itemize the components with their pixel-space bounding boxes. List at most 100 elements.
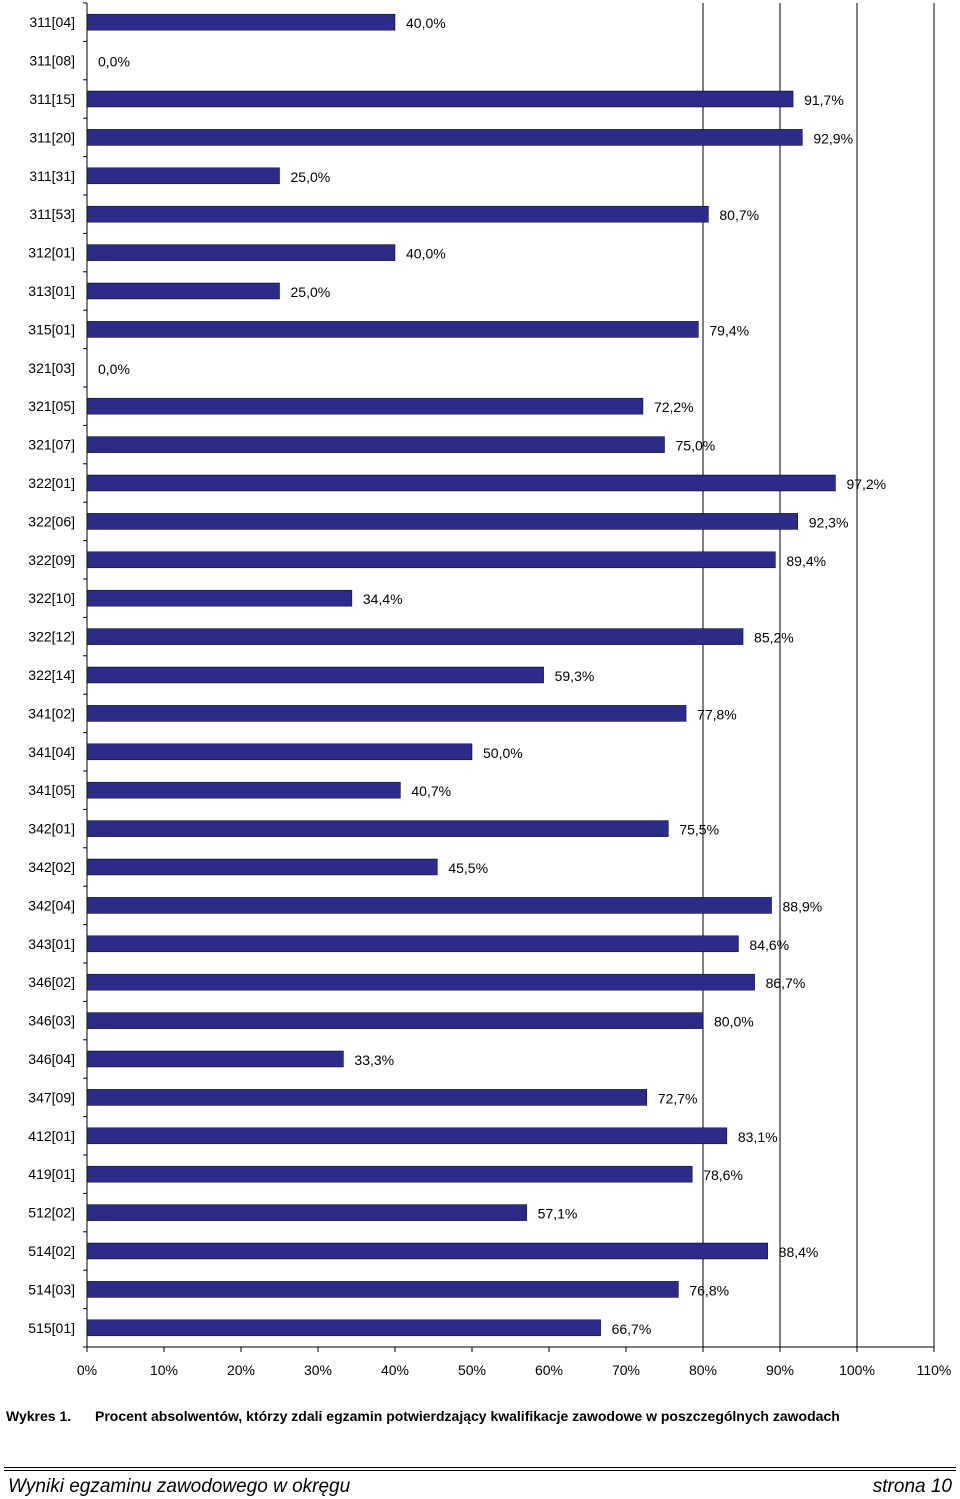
bar (86, 1165, 693, 1183)
x-tick-label: 20% (227, 1362, 255, 1378)
bar (86, 513, 798, 530)
category-label: 515[01] (28, 1320, 75, 1336)
value-label: 66,7% (612, 1321, 652, 1337)
bar (86, 205, 709, 223)
category-label: 346[02] (28, 974, 75, 990)
value-label: 85,2% (754, 630, 794, 646)
bar (86, 1242, 768, 1260)
value-label: 97,2% (846, 476, 886, 492)
category-label: 311[53] (29, 206, 75, 222)
bar (86, 1012, 704, 1029)
bar (86, 589, 353, 607)
value-label: 84,6% (749, 937, 789, 953)
bar (86, 1281, 679, 1298)
category-label: 412[01] (28, 1128, 75, 1144)
value-label: 50,0% (483, 745, 523, 761)
page-footer: Wyniki egzaminu zawodowego w okręgu stro… (8, 1476, 952, 1498)
category-label: 341[04] (28, 744, 75, 760)
bar (86, 1319, 601, 1337)
bar (86, 397, 644, 415)
category-label: 311[31] (29, 168, 75, 184)
value-label: 89,4% (786, 553, 826, 569)
value-label: 83,1% (738, 1129, 778, 1145)
caption-text: Procent absolwentów, którzy zdali egzami… (95, 1408, 840, 1424)
bar (86, 1050, 344, 1068)
footer-divider-double (4, 1470, 956, 1471)
bar (86, 935, 739, 953)
x-tick-label: 110% (917, 1362, 952, 1378)
value-label: 33,3% (354, 1052, 394, 1068)
category-label: 419[01] (28, 1166, 75, 1182)
category-label: 313[01] (28, 283, 75, 299)
x-tick-label: 50% (458, 1362, 486, 1378)
category-label: 322[01] (28, 475, 75, 491)
bar (86, 167, 280, 185)
category-label: 341[05] (28, 782, 75, 798)
value-label: 72,7% (658, 1090, 698, 1106)
category-label: 346[04] (28, 1051, 75, 1067)
x-tick-label: 60% (535, 1362, 563, 1378)
bar (86, 90, 794, 108)
value-label: 79,4% (709, 322, 749, 338)
value-label: 40,0% (406, 15, 446, 31)
category-label: 514[03] (28, 1281, 75, 1297)
value-label: 0,0% (98, 361, 130, 377)
category-label: 315[01] (28, 321, 75, 337)
bar (86, 1127, 728, 1145)
category-label: 341[02] (28, 705, 75, 721)
category-label: 346[03] (28, 1013, 75, 1029)
x-tick-label: 40% (381, 1362, 409, 1378)
bar (86, 973, 755, 991)
value-label: 76,8% (689, 1282, 729, 1298)
category-label: 342[01] (28, 821, 75, 837)
value-label: 75,5% (679, 822, 719, 838)
bar (86, 705, 687, 722)
chart-caption: Wykres 1. Procent absolwentów, którzy zda… (6, 1408, 840, 1424)
category-label: 343[01] (28, 936, 75, 952)
x-tick-label: 0% (77, 1362, 97, 1378)
x-tick-label: 10% (150, 1362, 178, 1378)
bar (86, 897, 772, 914)
category-label: 321[05] (28, 398, 75, 414)
category-label: 321[03] (28, 360, 75, 376)
x-tick-label: 90% (766, 1362, 794, 1378)
value-label: 25,0% (291, 284, 331, 300)
category-label: 322[10] (28, 590, 75, 606)
value-label: 92,3% (809, 514, 849, 530)
category-label: 311[20] (29, 129, 75, 145)
value-label: 59,3% (555, 668, 595, 684)
bar (86, 781, 401, 799)
bar (86, 244, 396, 261)
value-label: 80,0% (714, 1014, 754, 1030)
caption-prefix: Wykres 1. (6, 1408, 72, 1424)
category-label: 322[12] (28, 629, 75, 645)
bar (86, 628, 744, 645)
category-label: 321[07] (28, 437, 75, 453)
value-label: 57,1% (538, 1206, 578, 1222)
category-label: 311[04] (29, 14, 75, 30)
page-number: strona 10 (872, 1476, 952, 1497)
category-label: 322[06] (28, 513, 75, 529)
value-label: 34,4% (363, 591, 403, 607)
category-label: 512[02] (28, 1205, 75, 1221)
category-label: 312[01] (28, 245, 75, 261)
value-label: 45,5% (448, 860, 488, 876)
bar (86, 551, 776, 569)
bar (86, 129, 803, 146)
category-label: 322[14] (28, 667, 75, 683)
value-label: 0,0% (98, 54, 130, 70)
value-label: 88,4% (779, 1244, 819, 1260)
bar (86, 282, 280, 300)
footer-title: Wyniki egzaminu zawodowego w okręgu (8, 1476, 351, 1497)
value-label: 80,7% (719, 207, 759, 223)
value-label: 75,0% (676, 438, 716, 454)
bar-chart: 0% 10% 20% 30% 40% 50% 60% 70% 80% 90% 100% 110% 311… (28, 2, 952, 1378)
value-label: 72,2% (654, 399, 694, 415)
category-label: 342[04] (28, 897, 75, 913)
bar (86, 666, 544, 684)
category-label: 514[02] (28, 1243, 75, 1259)
x-tick-label: 70% (612, 1362, 640, 1378)
bar (86, 13, 396, 31)
bar (86, 321, 699, 338)
value-label: 78,6% (703, 1167, 743, 1183)
